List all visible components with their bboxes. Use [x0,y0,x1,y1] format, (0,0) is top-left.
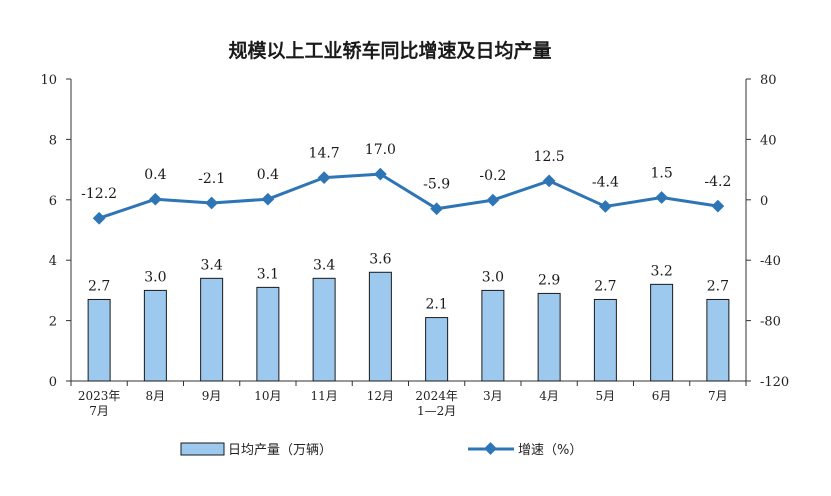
line-point [711,199,725,213]
right-tick-label: 0 [760,194,768,209]
legend-line-label: 增速（%） [518,443,582,458]
legend-bar-label: 日均产量（万辆） [228,443,332,458]
legend: 日均产量（万辆） 增速（%） [180,442,582,458]
x-tick-label: 4月 [539,389,559,403]
bar [593,298,617,382]
line-value-label: -12.2 [81,186,117,202]
line-point [599,200,612,213]
x-tick-label: 7月 [708,389,728,403]
bar-value-label: 3.0 [144,269,166,285]
bar [256,286,280,382]
left-tick-label: 4 [49,254,57,269]
chart-title: 规模以上工业轿车同比增速及日均产量 [228,39,551,62]
left-tick-label: 6 [49,194,57,209]
line-value-label: 17.0 [365,142,396,158]
bar [425,317,449,382]
right-tick-label: -120 [760,375,789,390]
x-tick-label: 8月 [146,389,166,403]
line-value-label: 1.5 [650,166,672,182]
left-tick-label: 8 [49,133,57,148]
right-tick-label: 80 [760,73,777,88]
line-value-label: -2.1 [198,171,225,187]
bar [537,292,561,382]
right-tick-label: 40 [760,133,777,148]
right-tick-label: -40 [760,254,781,269]
line-point [92,211,106,225]
line-point [542,174,556,188]
line-point [317,171,331,184]
bar-value-label: 3.1 [257,266,279,282]
left-tick-label: 10 [40,73,57,88]
line-value-label: 12.5 [534,149,565,165]
line-value-label: -0.2 [479,168,506,184]
line-point [430,202,443,216]
line-value-label: 14.7 [309,146,340,162]
bar [312,277,336,382]
x-tick-label: 10月 [254,389,281,403]
left-tick-label: 2 [49,315,57,330]
bar-value-label: 3.0 [482,269,504,285]
line-series: -12.2 0.4 -2.1 0.4 14.7 17.0 -5.9 -0.2 12.5 -4.4 1… [81,142,731,225]
x-tick-label: 11月 [310,389,337,403]
bar-value-label: 3.4 [313,257,335,273]
bar [368,271,392,382]
bar [87,298,111,382]
line-point [149,192,162,206]
bar-value-label: 2.9 [538,272,560,288]
x-tick-label: 9月 [202,389,222,403]
x-tick-label: 6月 [652,389,672,403]
bar [481,289,505,382]
bar-value-label: 2.7 [88,278,110,294]
x-tick-label: 2023年 7月 [78,389,121,418]
x-tick-label: 3月 [483,389,503,403]
bar [706,298,730,382]
line-point [205,196,218,210]
right-tick-label: -80 [760,315,781,330]
bar-value-label: 2.7 [594,278,616,294]
legend-bar-swatch [180,442,225,456]
bar-value-label: 2.7 [707,278,729,294]
line-point [374,167,387,181]
x-tick-label: 12月 [367,389,394,403]
x-tick-label: 5月 [596,389,616,403]
line-point [655,191,668,204]
bar-value-label: 3.4 [200,257,222,273]
line-value-label: -4.2 [704,174,731,190]
left-tick-label: 0 [49,375,57,390]
bar-value-label: 2.1 [425,297,447,313]
line-value-label: -5.9 [423,177,450,193]
bar-value-label: 3.2 [650,263,672,279]
x-tick-label: 2024年 1—2月 [415,389,458,418]
legend-line-marker [484,442,497,455]
line-value-label: 0.4 [257,167,279,183]
bar-series: 2.7 3.0 3.4 3.1 3.4 3.6 2.1 3.0 2.9 2.7 3.2 2.7 [87,251,730,382]
growth-line [98,172,719,220]
line-point [261,192,275,206]
axes: 0 2 4 6 8 10 -120 -80 -40 0 40 80 2023年 7月 8月 9月 10月 11月 1… [40,73,789,418]
line-value-label: 0.4 [144,167,166,183]
bar [650,283,674,382]
bar [143,289,167,382]
bar-value-label: 3.6 [369,251,391,267]
line-point [486,193,500,207]
bar [200,277,224,382]
line-value-label: -4.4 [592,174,619,190]
